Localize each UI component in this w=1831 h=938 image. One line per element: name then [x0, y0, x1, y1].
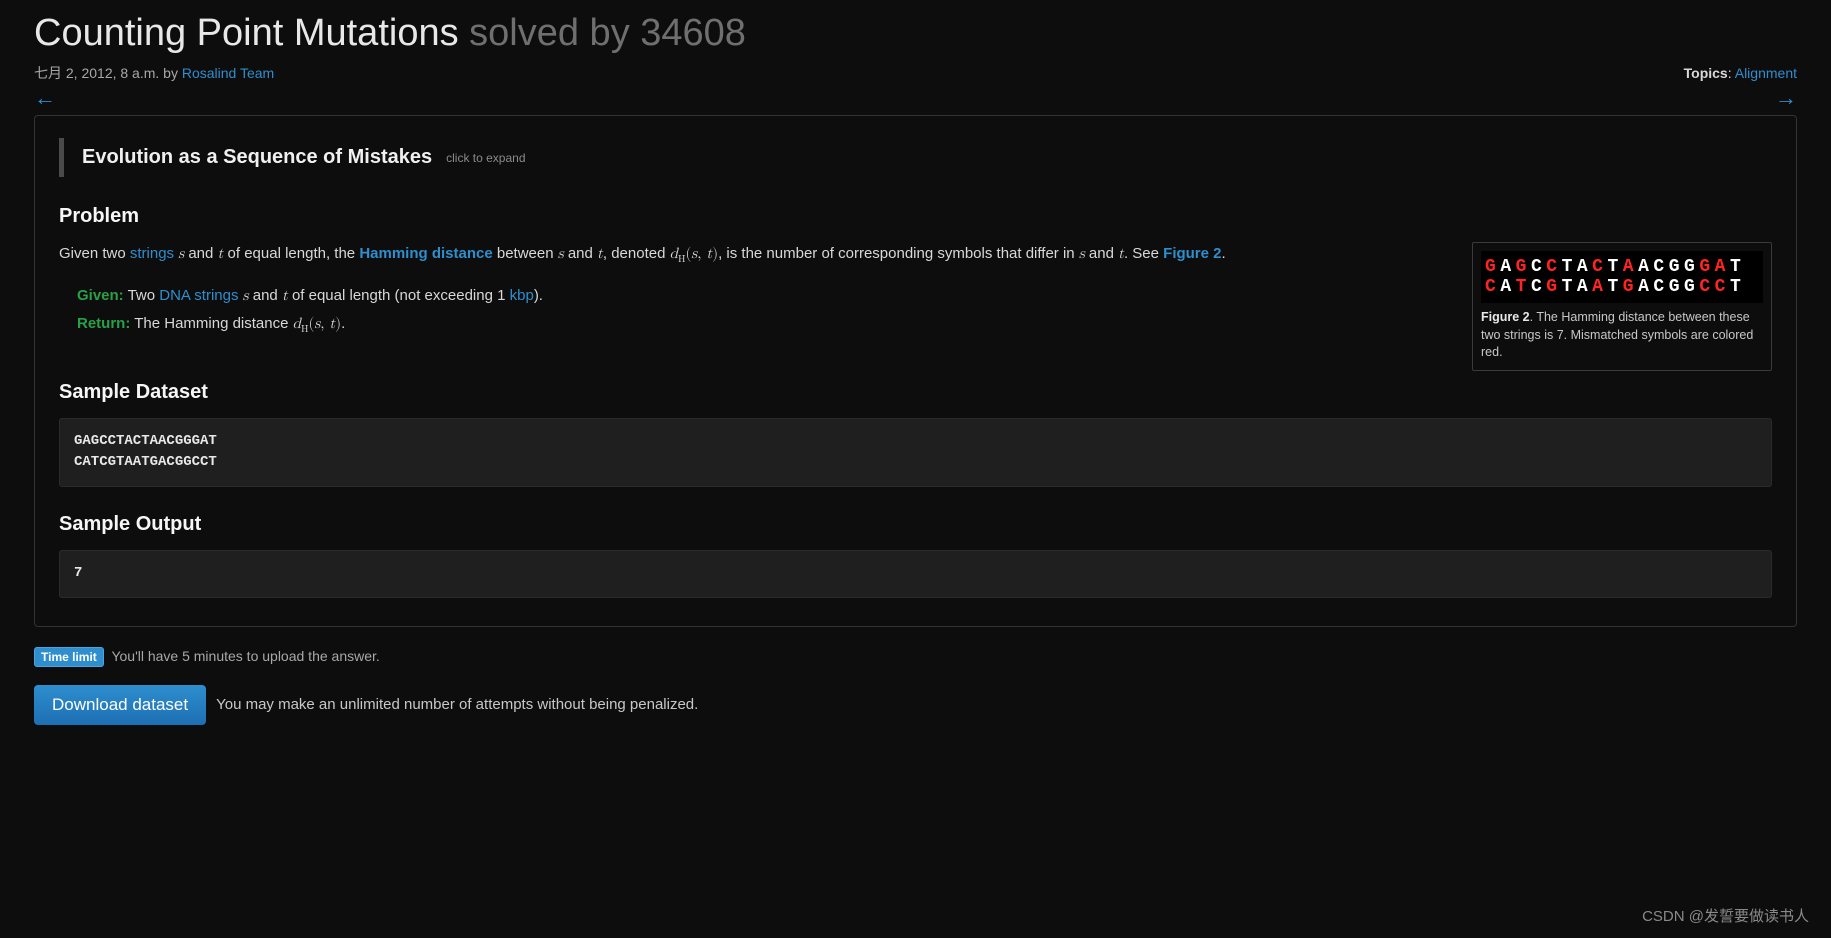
author-link[interactable]: Rosalind Team: [182, 65, 274, 81]
topic-link[interactable]: Alignment: [1735, 65, 1797, 81]
meta-right: Topics: Alignment: [1684, 65, 1797, 81]
figure-box: GAGCCTACTAACGGGATCATCGTAATGACGGCCT Figur…: [1472, 242, 1772, 371]
nav-arrows: ← →: [34, 87, 1797, 109]
time-limit-badge: Time limit: [34, 647, 104, 667]
section-sample-output: Sample Output: [59, 513, 1772, 536]
figure-caption: Figure 2. The Hamming distance between t…: [1481, 309, 1763, 362]
problem-box: Evolution as a Sequence of Mistakes clic…: [34, 115, 1797, 627]
return-label: Return:: [77, 315, 130, 332]
date-text: 七月 2, 2012, 8 a.m. by: [34, 65, 182, 81]
section-problem: Problem: [59, 205, 1772, 228]
sample-dataset: GAGCCTACTAACGGGAT CATCGTAATGACGGCCT: [59, 418, 1772, 487]
page-title: Counting Point Mutations solved by 34608: [34, 12, 1797, 55]
link-dna-strings[interactable]: DNA strings: [159, 287, 238, 304]
problem-expander[interactable]: Evolution as a Sequence of Mistakes clic…: [59, 138, 1772, 177]
given-label: Given:: [77, 287, 124, 304]
next-arrow-icon[interactable]: →: [1775, 87, 1797, 109]
time-limit-row: Time limit You'll have 5 minutes to uplo…: [34, 647, 1797, 667]
watermark: CSDN @发誓要做读书人: [1642, 905, 1809, 926]
link-figure2[interactable]: Figure 2: [1163, 245, 1221, 262]
download-note: You may make an unlimited number of atte…: [216, 696, 698, 713]
prev-arrow-icon[interactable]: ←: [34, 87, 56, 109]
time-limit-text: You'll have 5 minutes to upload the answ…: [111, 648, 379, 664]
link-strings[interactable]: strings: [130, 245, 174, 262]
topics-label: Topics: [1684, 65, 1728, 81]
title-main: Counting Point Mutations: [34, 12, 459, 54]
expander-hint: click to expand: [446, 151, 525, 165]
meta-row: 七月 2, 2012, 8 a.m. by Rosalind Team Topi…: [34, 63, 1797, 83]
solved-by: solved by 34608: [469, 12, 746, 54]
figure-caption-bold: Figure 2: [1481, 310, 1530, 324]
figure-seq-display: GAGCCTACTAACGGGATCATCGTAATGACGGCCT: [1481, 251, 1763, 303]
section-sample-dataset: Sample Dataset: [59, 381, 1772, 404]
sample-output: 7: [59, 550, 1772, 598]
link-kbp[interactable]: kbp: [510, 287, 534, 304]
meta-left: 七月 2, 2012, 8 a.m. by Rosalind Team: [34, 63, 274, 83]
download-dataset-button[interactable]: Download dataset: [34, 685, 206, 725]
expander-title: Evolution as a Sequence of Mistakes: [82, 146, 432, 169]
link-hamming[interactable]: Hamming distance: [359, 245, 492, 262]
download-row: Download dataset You may make an unlimit…: [34, 685, 1797, 725]
